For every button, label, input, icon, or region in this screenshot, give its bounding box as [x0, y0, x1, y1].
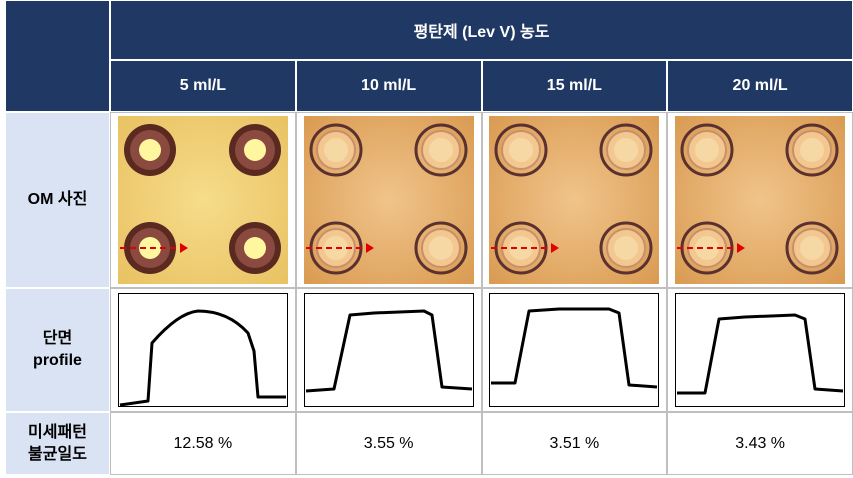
column-header: 20 ml/L — [667, 60, 853, 112]
column-label: 10 ml/L — [361, 77, 417, 94]
value: 3.43 % — [735, 434, 786, 452]
value-cell: 12.58 % — [110, 412, 296, 475]
column-label: 20 ml/L — [732, 77, 788, 94]
value-cell: 3.43 % — [667, 412, 853, 475]
om-image-cell — [481, 112, 668, 288]
value: 3.55 % — [363, 434, 414, 452]
profile-cell — [295, 288, 482, 412]
label: 불균일도 — [28, 445, 87, 463]
profile-cell — [110, 288, 296, 412]
label: profile — [33, 352, 82, 369]
profile-plot — [675, 293, 846, 407]
column-label: 15 ml/L — [546, 77, 602, 94]
om-image-cell — [295, 112, 482, 288]
om-image — [489, 116, 660, 284]
label: 단면 — [42, 330, 73, 347]
header-title: 평탄제 (Lev V) 농도 — [110, 0, 853, 60]
profile-cell — [667, 288, 853, 412]
om-image — [117, 116, 288, 284]
column-header: 15 ml/L — [481, 60, 668, 112]
title: 평탄제 (Lev V) 농도 — [413, 24, 550, 41]
value: 3.51 % — [549, 434, 600, 452]
om-image — [303, 116, 474, 284]
om-image-cell — [667, 112, 853, 288]
value-cell: 3.55 % — [295, 412, 482, 475]
row-label: 단면 profile — [5, 288, 110, 412]
profile-plot — [489, 293, 660, 407]
profile-cell — [481, 288, 668, 412]
profile-plot — [303, 293, 474, 407]
value-cell: 3.51 % — [481, 412, 668, 475]
profile-plot — [117, 293, 288, 407]
label: 미세패턴 — [28, 423, 87, 441]
value: 12.58 % — [173, 434, 233, 452]
column-label: 5 ml/L — [179, 77, 226, 94]
row-label: OM 사진 — [5, 112, 110, 288]
om-image-cell — [110, 112, 296, 288]
om-image — [675, 116, 846, 284]
label: OM 사진 — [27, 191, 88, 208]
column-header: 10 ml/L — [295, 60, 482, 112]
column-header: 5 ml/L — [110, 60, 296, 112]
corner — [5, 0, 110, 112]
